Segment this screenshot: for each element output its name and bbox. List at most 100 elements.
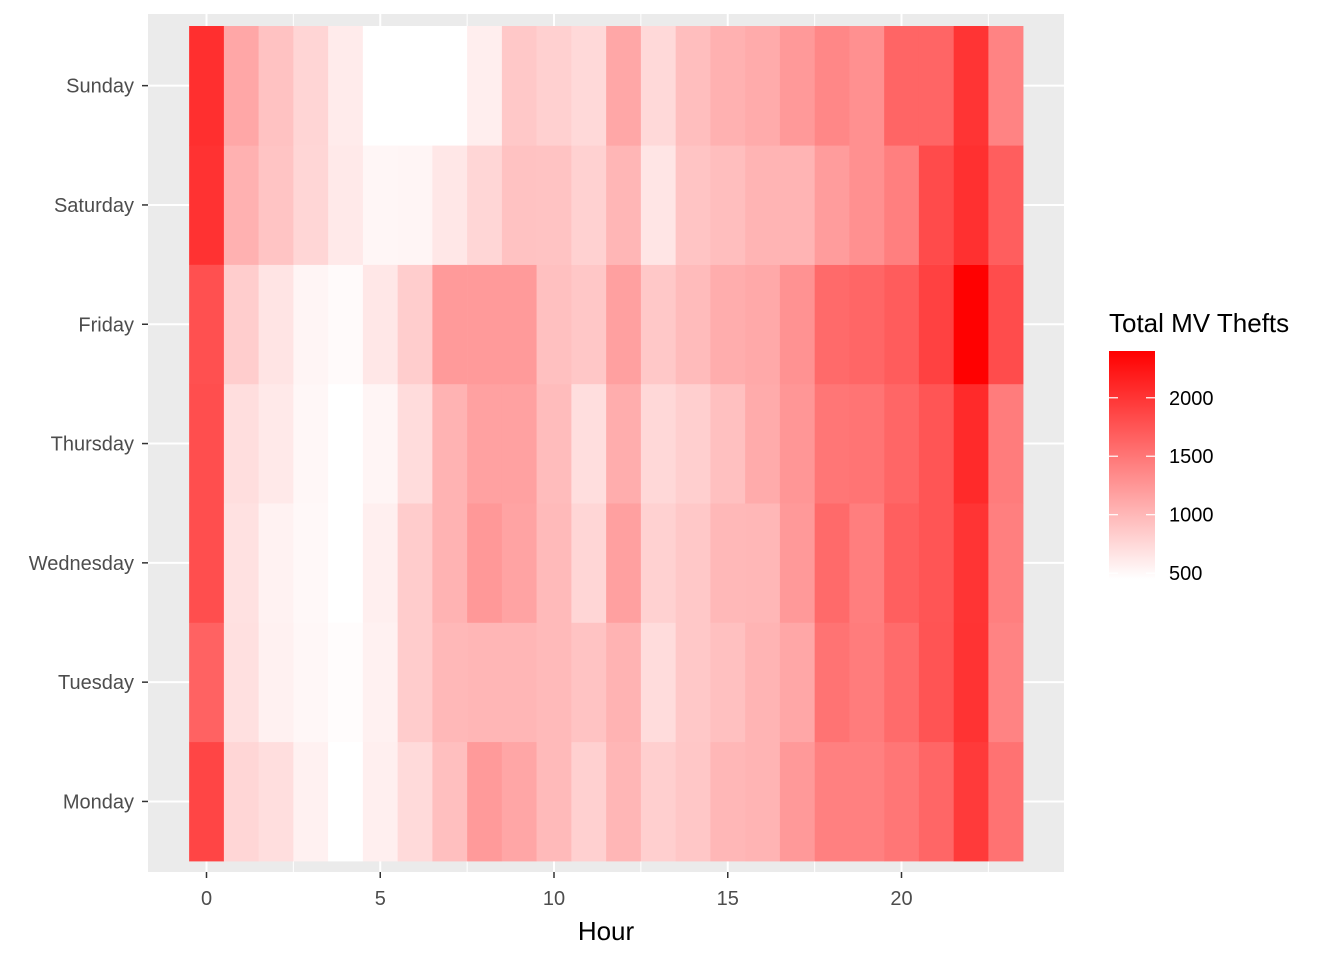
heatmap-cell xyxy=(988,145,1024,265)
heatmap-cell xyxy=(640,741,676,862)
heatmap-cell xyxy=(606,264,642,385)
heatmap-cell xyxy=(814,26,850,146)
heatmap-cell xyxy=(467,264,503,385)
heatmap-cell xyxy=(223,383,259,504)
heatmap-cell xyxy=(710,741,746,862)
heatmap-cell xyxy=(362,503,398,623)
heatmap-cell xyxy=(536,145,572,265)
heatmap-cell xyxy=(397,264,433,385)
heatmap-cell xyxy=(536,383,572,504)
heatmap-cell xyxy=(467,383,503,504)
heatmap-cell xyxy=(362,622,398,743)
heatmap-cell xyxy=(362,741,398,862)
heatmap-cell xyxy=(432,622,468,743)
heatmap-cell xyxy=(918,264,954,385)
legend: Total MV Thefts 500 1000 1500 2000 xyxy=(1109,308,1289,585)
heatmap-cell xyxy=(779,264,815,385)
heatmap-cell xyxy=(328,145,364,265)
heatmap-cell xyxy=(467,145,503,265)
heatmap-cell xyxy=(884,741,920,862)
heatmap-cell xyxy=(432,145,468,265)
heatmap-cell xyxy=(571,145,607,265)
heatmap-cell xyxy=(675,26,711,146)
heatmap-cell xyxy=(432,26,468,146)
heatmap-cell xyxy=(258,264,294,385)
y-tick-label: Monday xyxy=(63,791,134,813)
heatmap-cell xyxy=(189,26,225,146)
heatmap-cell xyxy=(849,741,885,862)
heatmap-cell xyxy=(328,383,364,504)
heatmap-cell xyxy=(710,26,746,146)
heatmap-cell xyxy=(189,383,225,504)
heatmap-cell xyxy=(884,503,920,623)
heatmap-cell xyxy=(536,26,572,146)
heatmap-cell xyxy=(501,503,537,623)
heatmap-cell xyxy=(675,145,711,265)
heatmap-cell xyxy=(189,622,225,743)
heatmap-cell xyxy=(328,622,364,743)
x-tick-label: 20 xyxy=(890,888,912,910)
heatmap-cell xyxy=(606,145,642,265)
heatmap-cell xyxy=(745,264,781,385)
heatmap-cell xyxy=(258,26,294,146)
y-tick-label: Friday xyxy=(78,314,134,336)
heatmap-cell xyxy=(606,741,642,862)
heatmap-cell xyxy=(606,26,642,146)
heatmap-cell xyxy=(849,622,885,743)
y-tick-label: Saturday xyxy=(54,195,134,217)
legend-colorbar xyxy=(1109,351,1155,579)
heatmap-cell xyxy=(223,503,259,623)
heatmap-cell xyxy=(640,26,676,146)
heatmap-cell xyxy=(779,503,815,623)
heatmap-cell xyxy=(328,264,364,385)
heatmap-cell xyxy=(640,264,676,385)
x-axis-title: Hour xyxy=(578,916,635,946)
legend-label: 500 xyxy=(1169,563,1202,585)
heatmap-cell xyxy=(988,264,1024,385)
heatmap-cell xyxy=(258,622,294,743)
heatmap-cell xyxy=(710,145,746,265)
heatmap-cell xyxy=(571,503,607,623)
x-tick-label: 5 xyxy=(375,888,386,910)
heatmap-cell xyxy=(293,145,329,265)
heatmap-cell xyxy=(953,145,989,265)
heatmap-cell xyxy=(745,622,781,743)
axes: 0 5 10 15 20 Monday Tuesday Wednesday Thursday Fr… xyxy=(29,76,913,910)
heatmap-cell xyxy=(467,741,503,862)
heatmap-cell xyxy=(397,741,433,862)
heatmap-cell xyxy=(606,383,642,504)
heatmap-cell xyxy=(293,503,329,623)
legend-label: 1000 xyxy=(1169,505,1214,527)
heatmap-cell xyxy=(328,503,364,623)
heatmap-cell xyxy=(640,145,676,265)
y-tick-label: Wednesday xyxy=(29,553,134,575)
heatmap-cell xyxy=(606,622,642,743)
heatmap-cell xyxy=(849,503,885,623)
heatmap-cell xyxy=(397,383,433,504)
heatmap-cell xyxy=(745,145,781,265)
heatmap-cell xyxy=(884,383,920,504)
heatmap-cell xyxy=(918,383,954,504)
heatmap-cell xyxy=(189,741,225,862)
heatmap-cell xyxy=(814,741,850,862)
heatmap-cell xyxy=(640,503,676,623)
y-tick-label: Thursday xyxy=(51,434,134,456)
heatmap-cell xyxy=(675,383,711,504)
heatmap-cell xyxy=(779,622,815,743)
heatmap-cell xyxy=(258,503,294,623)
heatmap-cell xyxy=(467,503,503,623)
y-tick-label: Sunday xyxy=(66,76,134,98)
heatmap-cell xyxy=(223,26,259,146)
heatmap-cell xyxy=(501,741,537,862)
heatmap-cell xyxy=(501,383,537,504)
heatmap-cell xyxy=(745,503,781,623)
heatmap-cell xyxy=(258,383,294,504)
heatmap-cell xyxy=(293,264,329,385)
heatmap-tiles xyxy=(189,26,1024,862)
heatmap-cell xyxy=(814,145,850,265)
heatmap-cell xyxy=(988,383,1024,504)
heatmap-cell xyxy=(779,741,815,862)
heatmap-cell xyxy=(884,145,920,265)
heatmap-cell xyxy=(675,622,711,743)
